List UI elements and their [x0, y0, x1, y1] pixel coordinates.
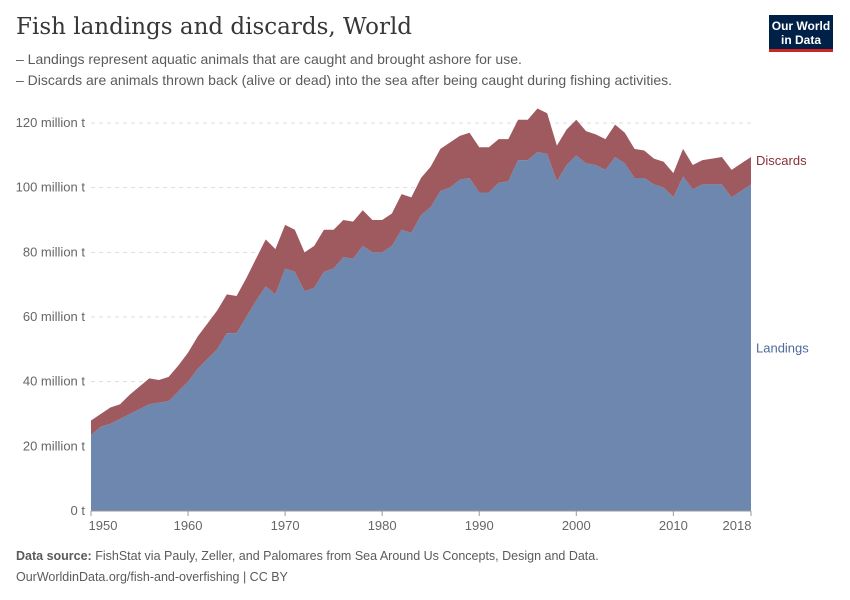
x-tick-label: 2000: [562, 518, 591, 533]
area-discards: [91, 108, 751, 436]
x-tick-label: 1970: [271, 518, 300, 533]
y-tick-label: 80 million t: [23, 244, 86, 259]
x-tick-label: 1980: [368, 518, 397, 533]
owid-logo[interactable]: Our World in Data: [769, 15, 833, 52]
y-tick-label: 120 million t: [16, 115, 86, 130]
y-tick-label: 60 million t: [23, 309, 86, 324]
legend-label-discards: Discards: [756, 153, 807, 168]
subtitle-line-2: – Discards are animals thrown back (aliv…: [16, 72, 673, 88]
x-tick-label: 1960: [174, 518, 203, 533]
footer-url[interactable]: OurWorldinData.org/fish-and-overfishing …: [16, 570, 288, 584]
x-tick-label: 2010: [659, 518, 688, 533]
data-source: Data source: FishStat via Pauly, Zeller,…: [16, 549, 599, 563]
subtitle-line-1: – Landings represent aquatic animals tha…: [16, 51, 522, 67]
x-tick-label: 2018: [723, 518, 752, 533]
x-tick-label: 1990: [465, 518, 494, 533]
source-text: FishStat via Pauly, Zeller, and Palomare…: [95, 549, 599, 563]
y-tick-label: 100 million t: [16, 180, 86, 195]
area-landings: [91, 152, 751, 511]
chart-title: Fish landings and discards, World: [16, 14, 413, 40]
y-tick-label: 40 million t: [23, 374, 86, 389]
x-tick-label: 1950: [89, 518, 118, 533]
y-tick-label: 20 million t: [23, 438, 86, 453]
source-label: Data source:: [16, 549, 92, 563]
legend-label-landings: Landings: [756, 341, 809, 356]
y-tick-label: 0 t: [71, 503, 86, 518]
